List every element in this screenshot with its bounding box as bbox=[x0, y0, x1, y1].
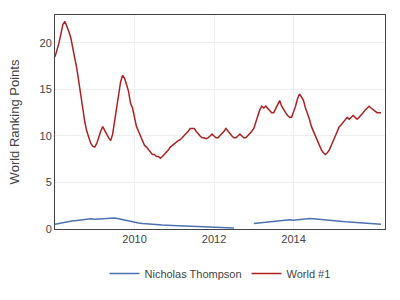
svg-text:15: 15 bbox=[40, 83, 52, 95]
svg-text:10: 10 bbox=[40, 130, 52, 142]
svg-text:2012: 2012 bbox=[202, 233, 226, 245]
svg-text:World #1: World #1 bbox=[287, 268, 331, 280]
svg-text:World Ranking Points: World Ranking Points bbox=[7, 59, 22, 184]
svg-text:5: 5 bbox=[46, 176, 52, 188]
svg-text:Nicholas Thompson: Nicholas Thompson bbox=[145, 268, 242, 280]
svg-text:2010: 2010 bbox=[122, 233, 146, 245]
svg-text:0: 0 bbox=[46, 223, 52, 235]
svg-text:2014: 2014 bbox=[281, 233, 305, 245]
svg-text:20: 20 bbox=[40, 37, 52, 49]
